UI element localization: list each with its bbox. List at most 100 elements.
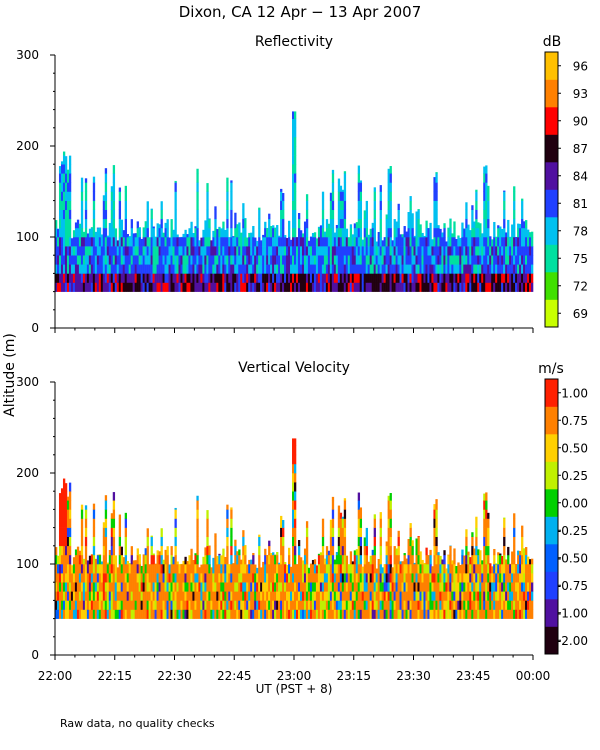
data-cell <box>230 545 233 556</box>
data-cell <box>84 264 88 274</box>
data-cell <box>258 237 261 247</box>
data-cell <box>98 282 102 292</box>
data-cell <box>353 264 357 274</box>
data-cell <box>465 227 468 238</box>
data-cell <box>313 591 317 601</box>
data-cell <box>307 264 311 274</box>
data-cell <box>383 255 386 265</box>
data-cell <box>387 173 390 183</box>
data-cell <box>122 237 126 247</box>
data-cell <box>58 246 62 256</box>
data-cell <box>282 282 285 292</box>
data-cell <box>385 554 388 565</box>
data-cell <box>421 609 424 619</box>
data-cell <box>94 564 98 574</box>
data-cell <box>146 246 149 256</box>
y-tick-label: 100 <box>16 230 39 244</box>
data-cell <box>124 609 127 619</box>
data-cell <box>190 255 193 265</box>
data-cell <box>347 573 351 583</box>
data-cell <box>371 273 374 283</box>
data-cell <box>371 222 374 229</box>
data-cell <box>331 246 335 256</box>
data-cell <box>521 273 524 283</box>
data-cell <box>244 237 247 247</box>
data-cell <box>471 237 474 247</box>
data-cell <box>176 591 179 601</box>
data-cell <box>359 536 363 547</box>
data-cell <box>288 600 291 610</box>
data-cell <box>339 600 343 610</box>
data-cell <box>377 582 380 592</box>
data-cell <box>317 246 321 256</box>
data-cell <box>134 273 137 283</box>
data-cell <box>383 573 386 583</box>
data-cell <box>108 246 112 256</box>
data-cell <box>503 255 506 265</box>
data-cell <box>377 264 380 274</box>
data-cell <box>162 273 165 283</box>
data-cell <box>192 255 195 265</box>
data-cell <box>202 564 205 574</box>
data-cell <box>284 564 287 574</box>
data-cell <box>385 282 388 292</box>
data-cell <box>321 227 325 238</box>
data-cell <box>172 564 175 574</box>
data-cell <box>288 264 291 274</box>
data-cell <box>379 255 382 265</box>
data-cell <box>266 609 269 619</box>
data-cell <box>258 209 261 220</box>
data-cell <box>84 564 88 574</box>
y-tick-label: 300 <box>16 48 39 62</box>
data-cell <box>198 264 201 274</box>
data-cell <box>341 527 345 537</box>
data-cell <box>355 246 359 256</box>
data-cell <box>373 527 376 537</box>
data-cell <box>435 191 438 201</box>
data-cell <box>491 566 494 574</box>
data-cell <box>465 264 468 274</box>
data-cell <box>58 582 62 592</box>
data-cell <box>389 227 392 238</box>
data-cell <box>118 609 122 619</box>
data-cell <box>192 560 195 565</box>
data-cell <box>174 600 177 610</box>
data-cell <box>429 600 432 610</box>
data-cell <box>234 545 237 556</box>
data-cell <box>284 255 287 265</box>
data-cell <box>150 227 153 238</box>
data-cell <box>433 509 436 519</box>
data-cell <box>451 264 454 274</box>
data-cell <box>471 536 474 547</box>
data-cell <box>202 273 205 283</box>
data-cell <box>70 282 74 292</box>
data-cell <box>483 518 486 528</box>
data-cell <box>345 246 349 256</box>
data-cell <box>343 564 347 574</box>
data-cell <box>110 573 114 583</box>
data-cell <box>491 273 494 283</box>
data-cell <box>337 237 341 247</box>
data-cell <box>471 282 474 292</box>
data-cell <box>397 218 400 229</box>
data-cell <box>483 173 486 183</box>
data-cell <box>435 536 438 547</box>
data-cell <box>435 527 438 537</box>
data-cell <box>473 609 476 619</box>
data-cell <box>473 573 476 583</box>
data-cell <box>174 218 177 229</box>
data-cell <box>112 591 116 601</box>
data-cell <box>146 273 149 283</box>
data-cell <box>373 600 376 610</box>
data-cell <box>409 554 412 565</box>
data-cell <box>503 591 506 601</box>
data-cell <box>499 600 502 610</box>
data-cell <box>399 255 402 265</box>
data-cell <box>232 609 235 619</box>
data-cell <box>477 255 480 265</box>
data-cell <box>182 233 185 238</box>
data-cell <box>126 561 129 565</box>
data-cell <box>276 582 279 592</box>
data-cell <box>208 264 211 274</box>
